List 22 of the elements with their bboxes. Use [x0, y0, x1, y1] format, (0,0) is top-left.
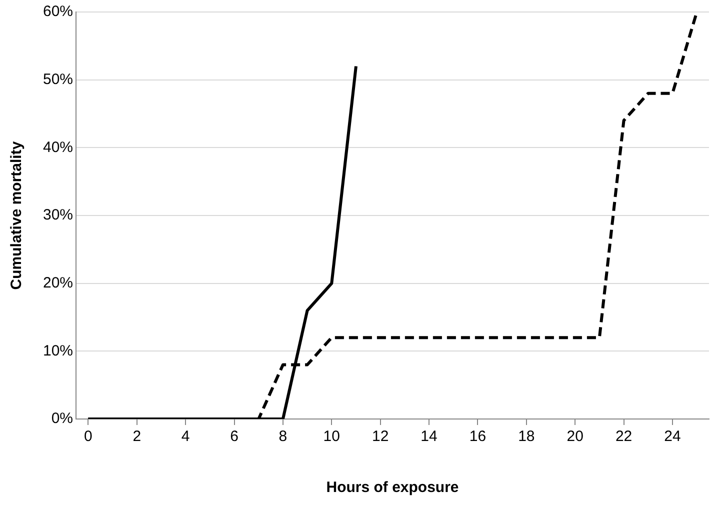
- x-tick-label: 24: [664, 428, 681, 446]
- x-tick-label: 6: [230, 428, 238, 446]
- x-tick-label: 20: [566, 428, 584, 446]
- x-tick-label: 8: [278, 428, 288, 446]
- x-tick-label: 18: [518, 428, 535, 446]
- y-tick-label: 40%: [42, 138, 74, 156]
- x-tick-label: 0: [84, 428, 92, 446]
- x-tick-label: 10: [323, 428, 340, 446]
- x-tick-label: 16: [469, 428, 486, 446]
- x-tick-label: 4: [181, 428, 190, 446]
- x-tick-label: 12: [372, 428, 389, 446]
- y-tick-label: 0%: [51, 410, 74, 428]
- y-tick-label: 30%: [42, 206, 74, 224]
- x-tick-label: 22: [615, 428, 632, 446]
- y-tick-label: 20%: [42, 274, 74, 292]
- x-tick-label: 2: [132, 428, 142, 446]
- y-tick-label: 50%: [42, 70, 74, 88]
- x-axis-title: Hours of exposure: [326, 479, 459, 496]
- x-tick-label: 14: [420, 428, 438, 446]
- y-tick-label: 60%: [42, 3, 74, 20]
- y-axis-title: Cumulative mortality: [8, 140, 26, 290]
- y-tick-label: 10%: [42, 342, 74, 360]
